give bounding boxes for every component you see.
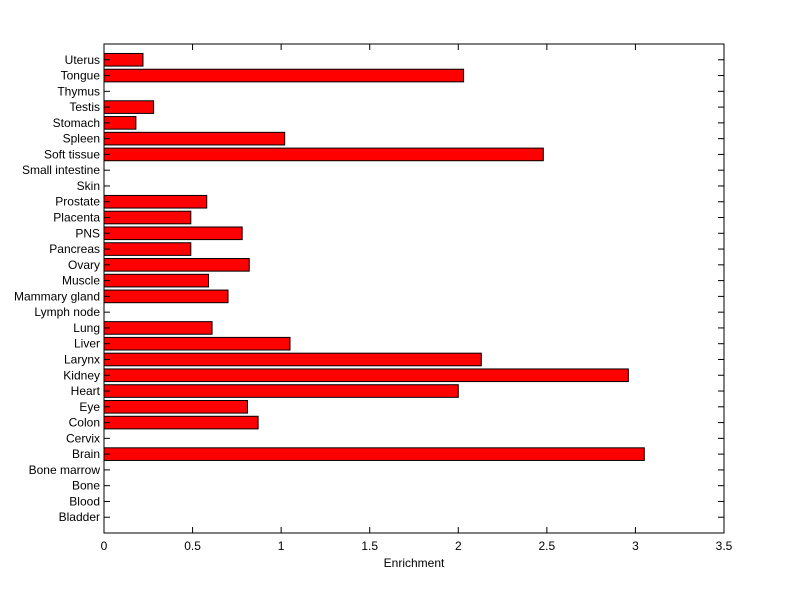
y-tick-label-cervix: Cervix — [66, 431, 100, 445]
bar-spleen — [103, 131, 286, 146]
bar-pancreas — [103, 242, 192, 256]
bar-tongue — [103, 68, 465, 83]
y-tick-label-colon: Colon — [69, 416, 100, 430]
bar-lung — [103, 321, 213, 335]
bar-soft-tissue — [103, 147, 544, 162]
bar-larynx — [103, 352, 482, 367]
bar-ovary — [103, 258, 250, 272]
y-tick-label-small-intestine: Small intestine — [22, 163, 100, 177]
bar-eye — [103, 399, 248, 414]
y-tick-label-placenta: Placenta — [53, 211, 100, 225]
y-tick-label-ovary: Ovary — [68, 258, 100, 272]
bar-placenta — [103, 210, 192, 225]
y-tick-label-bone-marrow: Bone marrow — [29, 463, 101, 477]
y-tick-label-kidney: Kidney — [63, 368, 100, 382]
x-tick-label: 1 — [278, 539, 285, 553]
bar-muscle — [103, 273, 210, 288]
x-tick-label: 2.5 — [539, 539, 556, 553]
x-axis-ticks: 0 0.5 1 1.5 2 2.5 3 3.5 — [101, 44, 733, 553]
y-tick-label-eye: Eye — [79, 400, 100, 414]
y-tick-label-muscle: Muscle — [62, 274, 100, 288]
y-tick-label-pancreas: Pancreas — [49, 242, 100, 256]
y-tick-label-brain: Brain — [72, 447, 100, 461]
y-tick-label-liver: Liver — [74, 337, 100, 351]
x-tick-label: 0 — [101, 539, 108, 553]
x-tick-label: 3.5 — [716, 539, 733, 553]
y-tick-label-tongue: Tongue — [61, 69, 101, 83]
bar-mammary-gland — [103, 289, 229, 304]
x-tick-label: 2 — [455, 539, 462, 553]
bar-heart — [103, 384, 459, 398]
bar-colon — [103, 415, 259, 430]
y-tick-label-thymus: Thymus — [57, 84, 100, 98]
x-tick-label: 0.5 — [184, 539, 201, 553]
y-tick-label-lymph-node: Lymph node — [34, 305, 100, 319]
y-tick-label-mammary-gland: Mammary gland — [14, 289, 100, 303]
x-tick-label: 3 — [632, 539, 639, 553]
y-tick-label-skin: Skin — [77, 179, 100, 193]
y-tick-label-spleen: Spleen — [63, 132, 100, 146]
y-tick-label-uterus: Uterus — [65, 53, 100, 67]
y-tick-label-lung: Lung — [73, 321, 100, 335]
x-tick-label: 1.5 — [361, 539, 378, 553]
y-tick-label-blood: Blood — [69, 494, 100, 508]
bar-prostate — [103, 194, 208, 209]
y-tick-label-soft-tissue: Soft tissue — [44, 147, 100, 161]
bars-group — [103, 52, 645, 461]
y-tick-label-larynx: Larynx — [64, 352, 100, 366]
y-tick-label-bladder: Bladder — [59, 510, 100, 524]
bar-liver — [103, 336, 291, 351]
bar-kidney — [103, 368, 629, 383]
x-axis-label: Enrichment — [384, 556, 445, 570]
y-tick-label-pns: PNS — [75, 226, 100, 240]
y-tick-label-heart: Heart — [71, 384, 101, 398]
y-tick-label-bone: Bone — [72, 479, 100, 493]
y-tick-label-prostate: Prostate — [55, 195, 100, 209]
y-tick-label-stomach: Stomach — [53, 116, 100, 130]
bar-pns — [103, 226, 243, 241]
plot-area-frame — [103, 43, 725, 534]
bar-brain — [103, 447, 645, 461]
y-tick-label-testis: Testis — [69, 100, 100, 114]
bar-testis — [103, 100, 155, 114]
